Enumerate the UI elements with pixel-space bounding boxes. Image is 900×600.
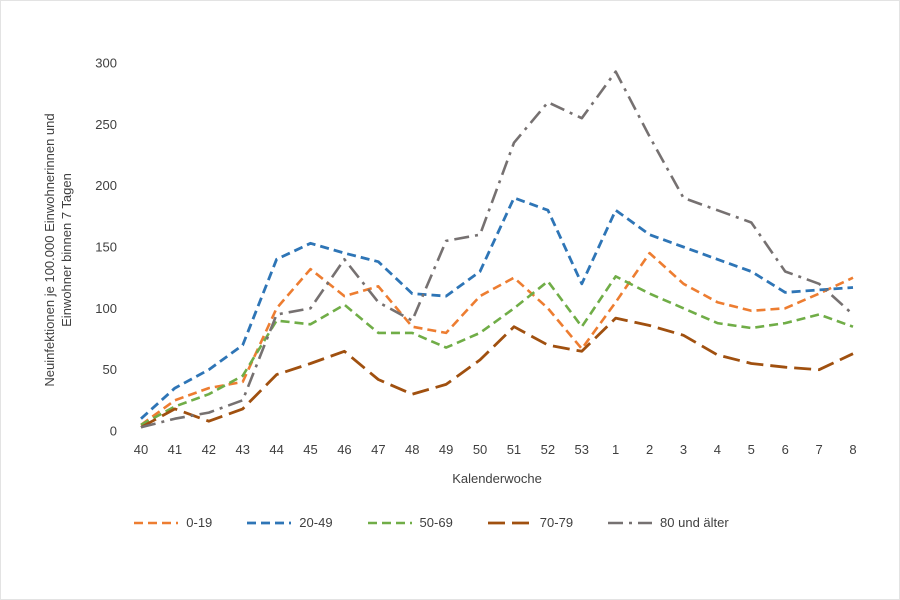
legend-line-sample [367,521,412,524]
series-line-70-79 [140,316,854,429]
legend-label: 0-19 [186,515,213,530]
x-tick-label: 51 [507,442,521,457]
legend-label: 70-79 [539,515,574,530]
x-tick-label: 8 [849,442,856,457]
legend-item-70-79: 70-79 [487,515,573,530]
x-tick-label: 53 [575,442,589,457]
x-tick-label: 5 [748,442,755,457]
x-tick-label: 6 [782,442,789,457]
legend-item-20-49: 20-49 [246,515,333,530]
legend-label: 80 und älter [660,515,729,530]
chart-legend: 0-19 20-49 50-69 70-79 80 und älter [1,515,861,530]
y-axis-title-line2: Einwohner binnen 7 Tagen [59,173,74,327]
y-tick-label: 150 [95,240,117,255]
y-tick-label: 300 [95,56,117,71]
legend-line-sample [608,521,653,524]
y-tick-label: 0 [110,424,117,439]
x-tick-label: 49 [439,442,453,457]
x-tick-label: 40 [134,442,148,457]
legend-line-sample [487,521,532,524]
series-line-20-49 [140,196,854,420]
x-tick-label: 43 [235,442,249,457]
y-tick-label: 200 [95,178,117,193]
x-tick-label: 3 [680,442,687,457]
y-tick-label: 50 [103,362,117,377]
x-tick-label: 4 [714,442,721,457]
x-axis-title: Kalenderwoche [452,471,542,486]
x-tick-label: 7 [815,442,822,457]
legend-line-sample [134,521,179,524]
series-line-50-69 [140,275,854,427]
y-tick-label: 100 [95,301,117,316]
x-tick-label: 52 [541,442,555,457]
x-tick-label: 42 [202,442,216,457]
x-tick-label: 1 [612,442,619,457]
y-axis-title-line1: Neuinfektionen je 100.000 Einwohnerinnen… [42,113,57,387]
legend-label: 20-49 [299,515,333,530]
x-tick-label: 2 [646,442,653,457]
x-tick-label: 41 [168,442,182,457]
y-tick-label: 250 [95,117,117,132]
x-tick-label: 45 [303,442,317,457]
series-line-80 und älter [140,70,854,429]
legend-item-0-19: 0-19 [133,515,212,530]
legend-item-50-69: 50-69 [367,515,453,530]
x-tick-label: 46 [337,442,351,457]
y-axis-title: Neuinfektionen je 100.000 Einwohnerinnen… [41,65,75,435]
x-tick-label: 44 [269,442,283,457]
x-tick-label: 50 [473,442,487,457]
legend-label: 50-69 [419,515,453,530]
x-tick-label: 47 [371,442,385,457]
series-line-0-19 [140,251,854,426]
legend-item-80 und älter: 80 und älter [607,515,729,530]
x-tick-label: 48 [405,442,419,457]
legend-line-sample [247,521,292,524]
